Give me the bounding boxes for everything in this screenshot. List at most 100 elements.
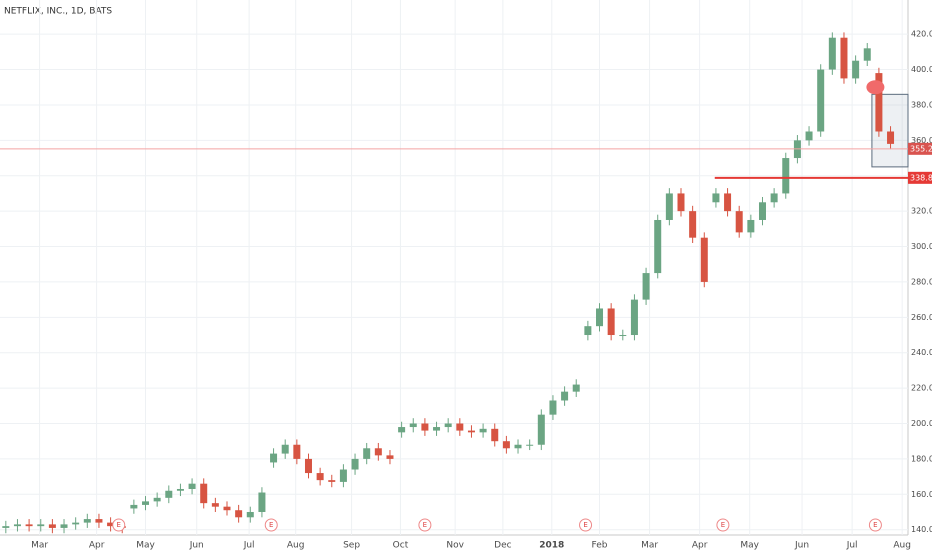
price-label-bg xyxy=(908,171,932,184)
x-tick-label: Apr xyxy=(89,541,105,551)
x-tick-label: Jul xyxy=(243,541,255,551)
y-tick-label: 420.00 xyxy=(911,30,932,39)
candle-body xyxy=(642,273,650,300)
candle-body xyxy=(37,524,45,527)
candle-body xyxy=(630,299,638,336)
candle-body xyxy=(142,501,150,505)
y-tick-label: 260.00 xyxy=(911,313,932,322)
y-tick-label: 320.00 xyxy=(911,207,932,216)
candle-body xyxy=(351,458,359,470)
candle-body xyxy=(421,423,429,431)
candle-body xyxy=(689,211,697,238)
price-label-bg xyxy=(908,142,932,155)
x-tick-label: Dec xyxy=(494,541,511,551)
candle-body xyxy=(677,193,685,212)
candle-body xyxy=(502,441,510,449)
candle-body xyxy=(724,193,732,212)
candle-body xyxy=(83,519,91,523)
candle-body xyxy=(526,444,534,446)
earnings-marker xyxy=(716,518,730,532)
x-tick-label: Nov xyxy=(446,541,464,551)
x-tick-label: Jun xyxy=(189,541,204,551)
y-tick-label: 240.00 xyxy=(911,348,932,357)
earnings-marker xyxy=(579,518,593,532)
earnings-label: E xyxy=(873,521,877,529)
x-tick-label: Aug xyxy=(893,541,911,551)
candle-body xyxy=(211,503,219,507)
candle-body xyxy=(852,60,860,79)
y-tick-label: 160.00 xyxy=(911,490,932,499)
annotation-marker xyxy=(866,80,885,95)
candle-body xyxy=(130,504,138,509)
candle-body xyxy=(293,444,301,459)
earnings-marker xyxy=(264,518,278,532)
candle-body xyxy=(549,400,557,415)
candle-body xyxy=(433,427,441,431)
candle-body xyxy=(654,219,662,274)
candle-body xyxy=(188,483,196,489)
candle-body xyxy=(537,414,545,445)
x-tick-label: Apr xyxy=(692,541,708,551)
candle-body xyxy=(386,455,394,459)
candle-body xyxy=(258,492,266,512)
candle-body xyxy=(246,511,254,518)
candle-body xyxy=(863,48,871,61)
x-tick-label: 2018 xyxy=(539,541,564,551)
earnings-label: E xyxy=(583,521,587,529)
candle-body xyxy=(339,469,347,482)
y-tick-label: 300.00 xyxy=(911,242,932,251)
x-tick-label: Feb xyxy=(592,541,608,551)
candle-body xyxy=(409,423,417,428)
x-tick-label: May xyxy=(740,541,759,551)
earnings-label: E xyxy=(721,521,725,529)
x-tick-label: May xyxy=(136,541,155,551)
candle-body xyxy=(107,522,115,527)
candle-body xyxy=(700,237,708,282)
candle-body xyxy=(875,73,883,132)
x-tick-label: Mar xyxy=(31,541,48,551)
y-tick-label: 280.00 xyxy=(911,277,932,286)
candle-body xyxy=(712,193,720,203)
candle-body xyxy=(60,524,68,528)
earnings-marker xyxy=(418,518,432,532)
candle-body xyxy=(270,453,278,463)
y-tick-label: 380.00 xyxy=(911,100,932,109)
earnings-label: E xyxy=(269,521,273,529)
candle-body xyxy=(176,488,184,491)
earnings-marker xyxy=(868,518,882,532)
candle-body xyxy=(782,158,790,194)
candle-body xyxy=(840,37,848,79)
candle-body xyxy=(2,526,10,528)
x-tick-label: Sep xyxy=(343,541,360,551)
candle-body xyxy=(514,444,522,449)
candle-body xyxy=(817,69,825,132)
candle-body xyxy=(374,448,382,456)
candle-body xyxy=(25,524,33,527)
x-tick-label: Oct xyxy=(393,541,409,551)
earnings-label: E xyxy=(117,521,121,529)
candle-body xyxy=(444,423,452,428)
candle-body xyxy=(328,480,336,482)
candle-body xyxy=(828,37,836,70)
candle-body xyxy=(235,510,243,518)
candle-body xyxy=(398,427,406,433)
candle-body xyxy=(747,219,755,233)
candle-body xyxy=(770,193,778,203)
chart-title: NETFLIX, INC., 1D, BATS xyxy=(4,7,112,17)
y-tick-label: 360.00 xyxy=(911,136,932,145)
candle-body xyxy=(48,524,56,528)
y-tick-label: 140.00 xyxy=(911,525,932,534)
y-tick-label: 220.00 xyxy=(911,384,932,393)
earnings-marker xyxy=(112,518,126,532)
candle-body xyxy=(758,202,766,220)
candle-body xyxy=(456,423,464,431)
candle-body xyxy=(72,522,80,525)
x-tick-label: Aug xyxy=(287,541,305,551)
earnings-label: E xyxy=(423,521,427,529)
candle-body xyxy=(363,448,371,459)
candle-body xyxy=(200,483,208,504)
candle-body xyxy=(223,506,231,511)
candle-body xyxy=(491,428,499,442)
y-tick-label: 200.00 xyxy=(911,419,932,428)
